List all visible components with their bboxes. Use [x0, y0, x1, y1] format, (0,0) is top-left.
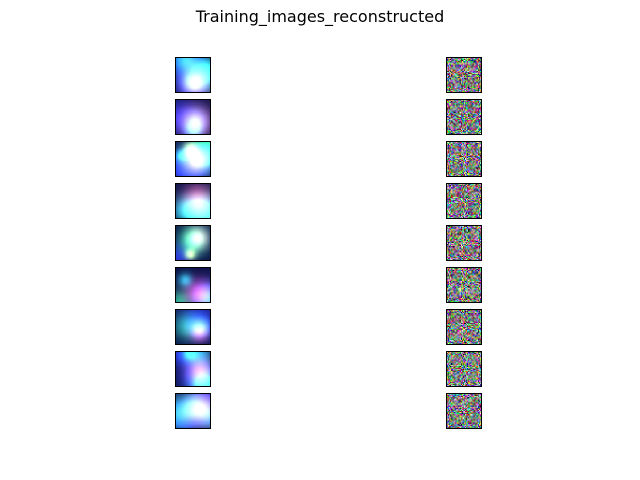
original-image-3	[175, 141, 211, 177]
original-image-4	[175, 183, 211, 219]
reconstruction-image-canvas	[447, 184, 481, 218]
original-image-canvas	[176, 352, 210, 386]
reconstruction-image-canvas	[447, 394, 481, 428]
original-image-canvas	[176, 184, 210, 218]
original-image-canvas	[176, 394, 210, 428]
reconstruction-image-canvas	[447, 268, 481, 302]
reconstruction-image-1	[446, 57, 482, 93]
original-image-7	[175, 309, 211, 345]
reconstruction-image-8	[446, 351, 482, 387]
original-image-1	[175, 57, 211, 93]
reconstruction-image-canvas	[447, 142, 481, 176]
original-image-canvas	[176, 100, 210, 134]
figure-title: Training_images_reconstructed	[195, 7, 445, 26]
original-image-8	[175, 351, 211, 387]
original-image-canvas	[176, 268, 210, 302]
reconstruction-image-7	[446, 309, 482, 345]
reconstruction-image-canvas	[447, 226, 481, 260]
original-image-6	[175, 267, 211, 303]
original-image-canvas	[176, 310, 210, 344]
reconstruction-image-canvas	[447, 310, 481, 344]
original-image-2	[175, 99, 211, 135]
original-image-9	[175, 393, 211, 429]
reconstruction-image-canvas	[447, 352, 481, 386]
reconstruction-image-canvas	[447, 58, 481, 92]
reconstruction-image-6	[446, 267, 482, 303]
original-image-canvas	[176, 226, 210, 260]
reconstruction-image-2	[446, 99, 482, 135]
reconstruction-image-4	[446, 183, 482, 219]
original-image-canvas	[176, 58, 210, 92]
reconstruction-image-5	[446, 225, 482, 261]
reconstruction-image-9	[446, 393, 482, 429]
reconstruction-image-canvas	[447, 100, 481, 134]
original-image-5	[175, 225, 211, 261]
reconstruction-image-3	[446, 141, 482, 177]
original-image-canvas	[176, 142, 210, 176]
